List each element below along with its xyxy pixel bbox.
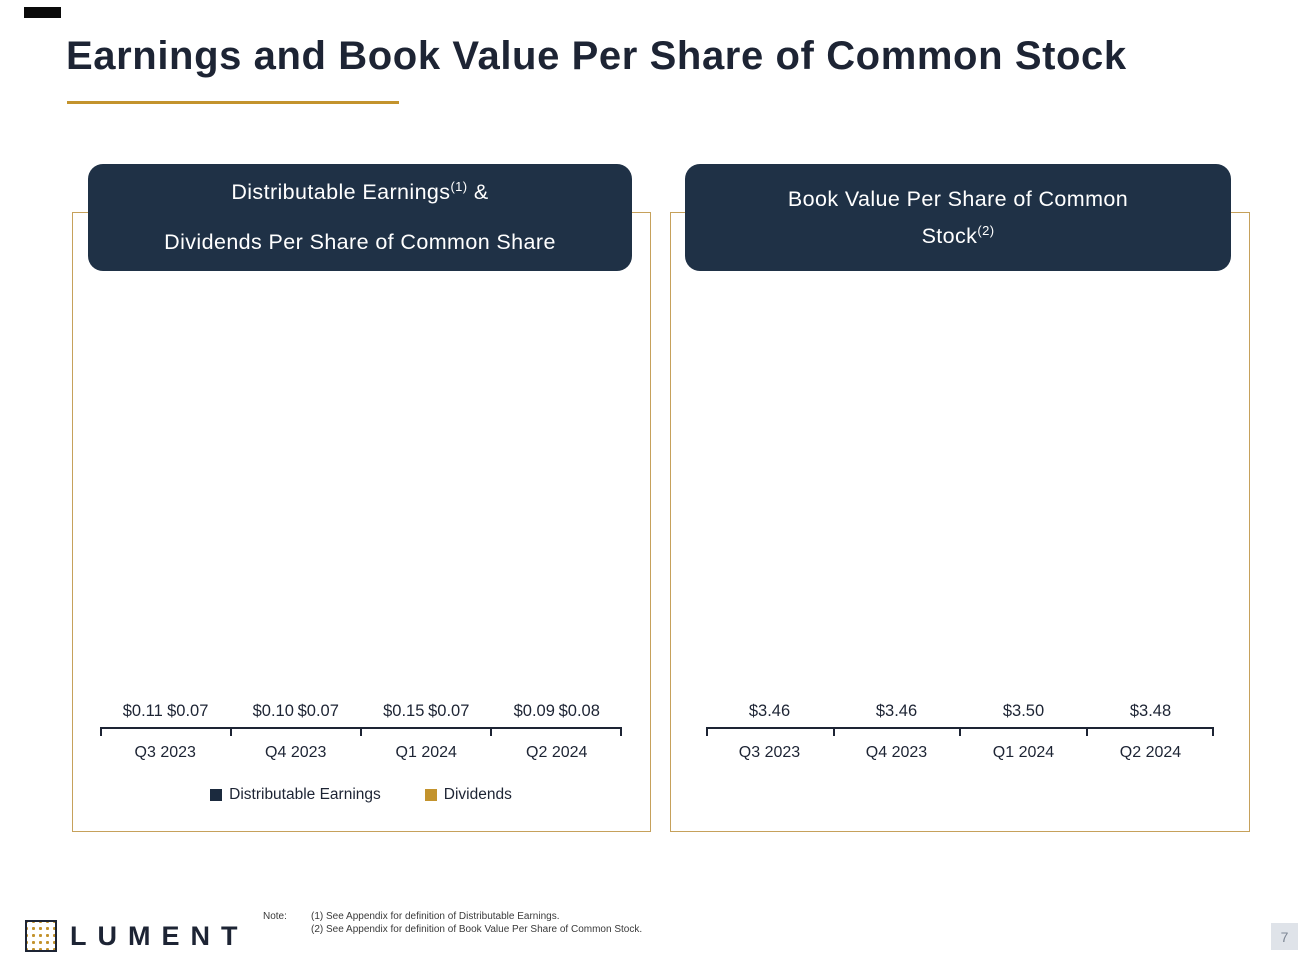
bar-value-label: $0.07 [167,702,209,720]
legend-swatch-dividends [424,789,437,801]
bar-value-label: $0.07 [297,702,339,720]
category-label: Q3 2023 [134,744,196,761]
legend: Distributable Earnings Dividends [100,786,622,804]
page-title: Earnings and Book Value Per Share of Com… [66,34,1127,78]
category-label: Q2 2024 [526,744,588,761]
category-label: Q4 2023 [265,744,327,761]
title-underline [67,101,399,104]
distributable-earnings-chart: $0.11 $0.07 $0.10 $0.07 $0.15 $0.07 $0.09 $0.08… [100,330,622,804]
left-chart-plot-area: $0.11 $0.07 $0.10 $0.07 $0.15 $0.07 $0.09 $0.08 [100,330,622,729]
category-label: Q1 2024 [992,744,1055,761]
legend-item-dividends: Dividends [424,786,512,804]
left-chart-title-line2: Dividends Per Share of Common Share [164,230,556,254]
lument-logo-text: LUMENT [70,920,249,951]
category-label: Q2 2024 [1119,744,1182,761]
lument-logo: LUMENT [25,920,248,952]
bar-value-label: $0.09 [513,702,555,720]
top-left-mark [24,7,61,18]
bar-value-label: $0.11 [122,702,163,720]
legend-item-distributable-earnings: Distributable Earnings [210,786,381,804]
right-x-axis-ticks [706,729,1214,736]
category-label: Q1 2024 [395,744,457,761]
book-value-chart: $3.46 $3.46 $3.50 $3.48 Q3 2023 Q4 2023 Q1 20… [706,330,1214,762]
legend-label-distributable-earnings: Distributable Earnings [229,786,381,803]
bar-value-label: $3.48 [1129,702,1172,720]
page-number-badge: 7 [1271,923,1298,950]
legend-label-dividends: Dividends [443,786,512,803]
bar-value-label: $3.46 [748,702,791,720]
category-label: Q4 2023 [865,744,928,761]
bar-value-label: $3.50 [1002,702,1045,720]
right-x-axis-labels: Q3 2023 Q4 2023 Q1 2024 Q2 2024 [706,744,1214,762]
right-chart-title-line1: Book Value Per Share of Common [787,186,1129,211]
bar-value-label: $0.15 [383,702,425,720]
right-chart-title: Book Value Per Share of Common Stock(2) [685,164,1231,271]
left-x-axis-ticks [100,729,622,736]
lument-logo-icon [25,920,57,952]
note-label: Note: [263,911,287,922]
left-chart-title-line1: Distributable Earnings(1) & [231,178,489,204]
footnotes: (1) See Appendix for definition of Distr… [311,911,642,936]
bar-value-label: $3.46 [875,702,918,720]
bar-value-label: $0.10 [252,702,294,720]
footnote-2: (2) See Appendix for definition of Book … [311,923,643,935]
legend-swatch-distributable-earnings [210,789,223,801]
right-chart-plot-area: $3.46 $3.46 $3.50 $3.48 [706,330,1214,729]
right-chart-title-line2: Stock(2) [921,222,995,248]
bar-value-label: $0.07 [428,702,470,720]
left-x-axis-labels: Q3 2023 Q4 2023 Q1 2024 Q2 2024 [100,744,622,762]
footnote-1: (1) See Appendix for definition of Distr… [311,911,560,922]
category-label: Q3 2023 [738,744,801,761]
left-chart-title: Distributable Earnings(1) & Dividends Pe… [88,164,632,271]
bar-value-label: $0.08 [558,702,600,720]
